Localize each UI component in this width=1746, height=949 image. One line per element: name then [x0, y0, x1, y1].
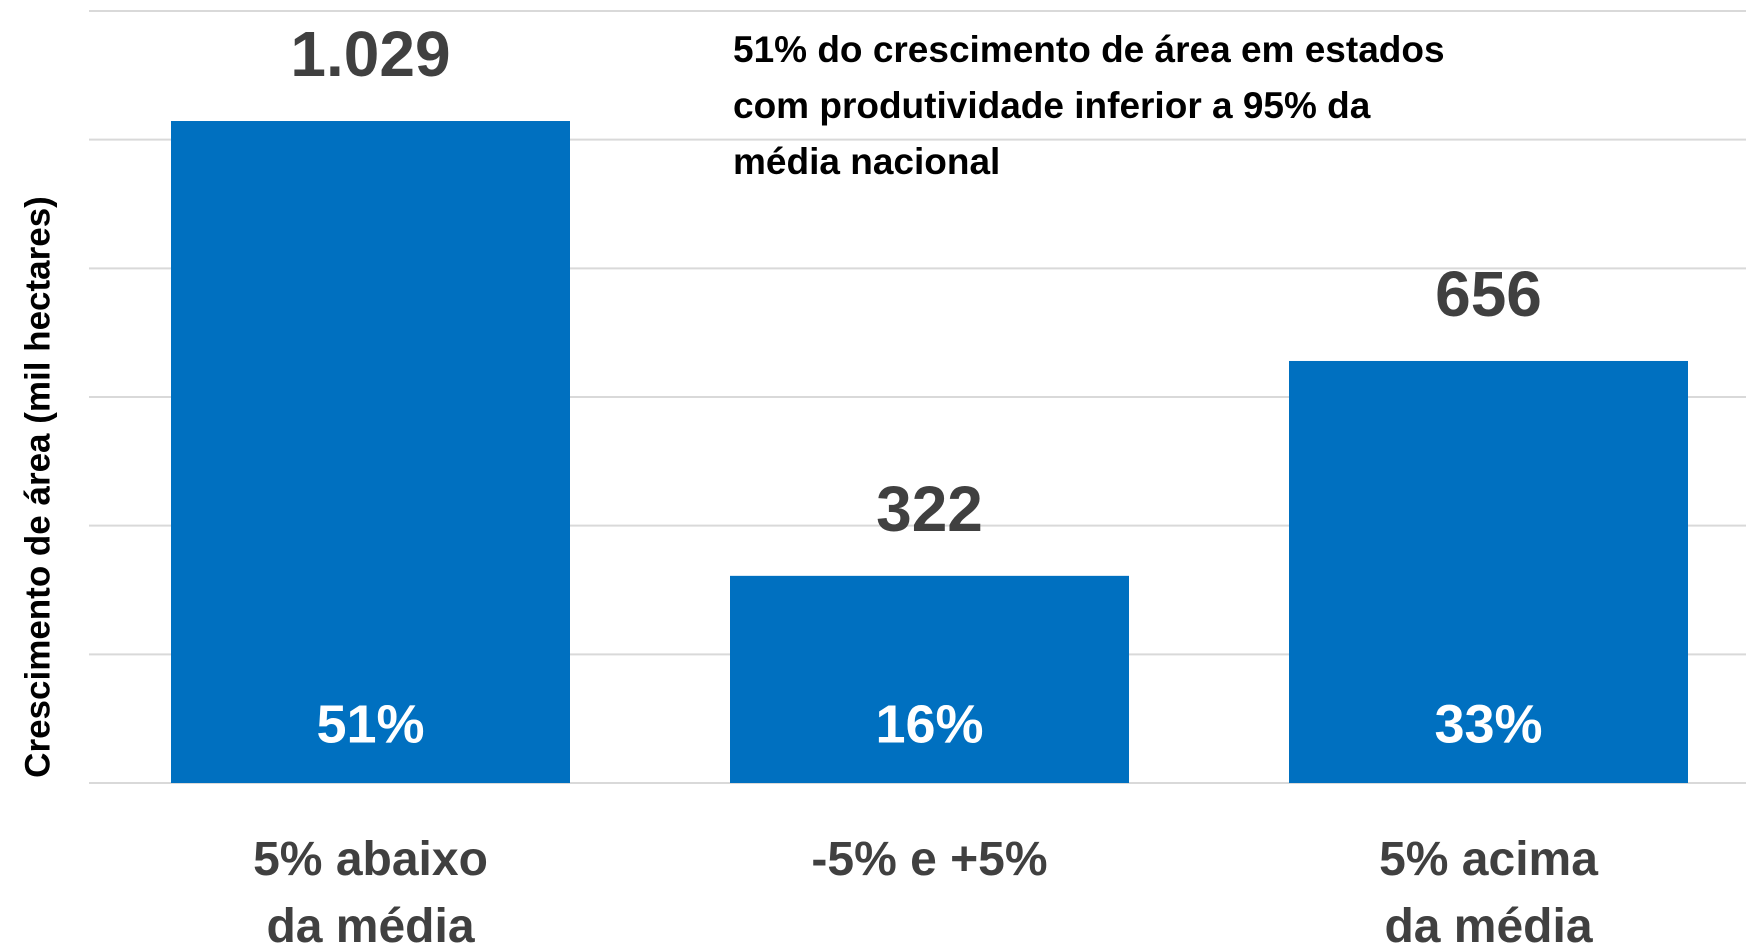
bar — [1289, 360, 1688, 783]
annotation: 51% do crescimento de área em estados co… — [733, 29, 1445, 182]
value-label: 656 — [1435, 258, 1542, 330]
x-tick-label: -5% e +5% — [811, 833, 1048, 886]
bar — [730, 575, 1129, 783]
share-label: 51% — [316, 694, 424, 754]
x-tick-label: 5% abaixo da média — [253, 833, 488, 949]
bar — [171, 121, 570, 783]
value-label: 322 — [876, 473, 983, 545]
y-axis-label: Crescimento de área (mil hectares) — [18, 196, 57, 778]
share-label: 33% — [1434, 694, 1542, 754]
x-tick-label: 5% acima da média — [1379, 833, 1598, 949]
share-label: 16% — [875, 694, 983, 754]
value-label: 1.029 — [290, 18, 450, 90]
